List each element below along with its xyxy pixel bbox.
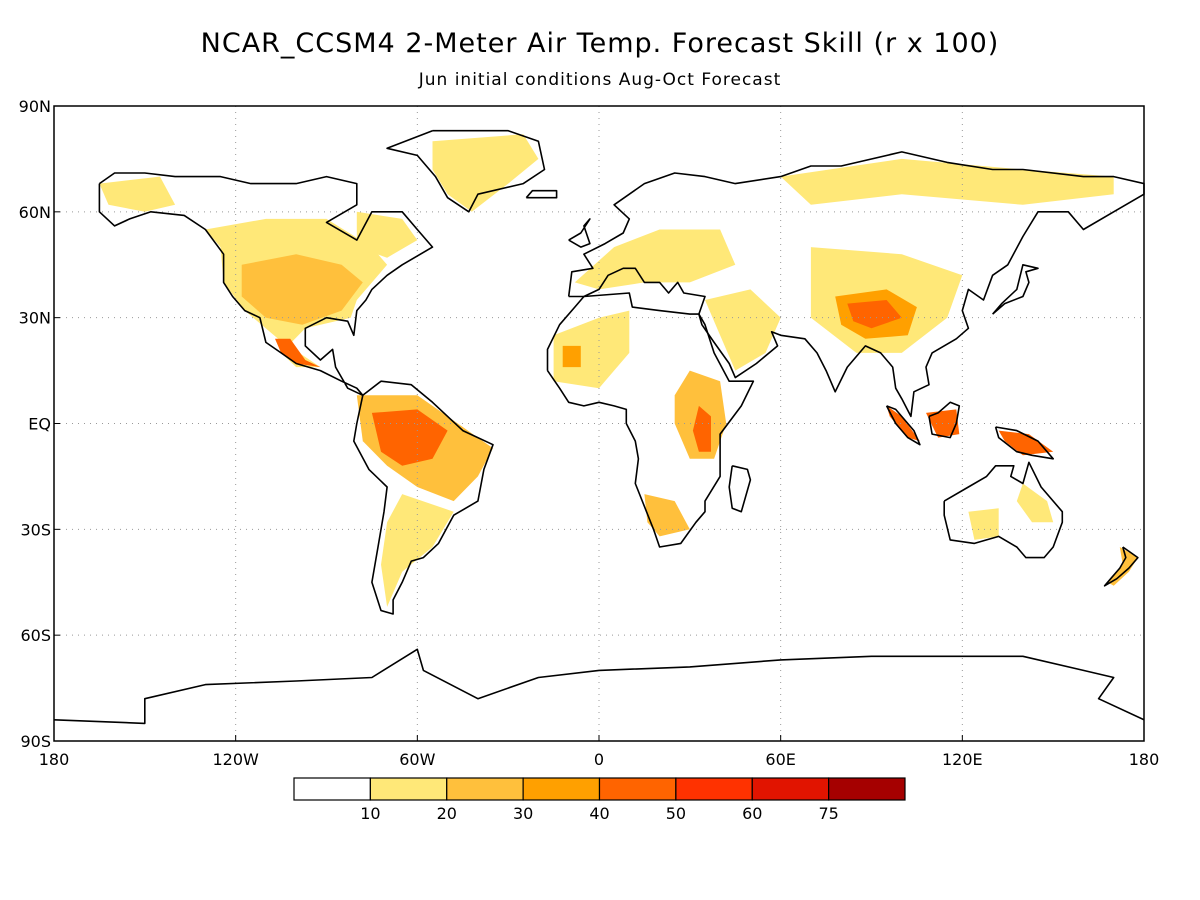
skill-region-mexico: [275, 338, 321, 368]
coastline: [928, 401, 961, 439]
lat-tick-label: 90N: [19, 97, 51, 116]
skill-region-sahel-hotspot: [562, 345, 581, 368]
skill-region-north-america-core: [241, 254, 363, 325]
coastline: [1103, 546, 1139, 587]
coastline: [943, 461, 1064, 559]
lon-tick-label: 180: [1129, 750, 1160, 769]
coastline: [885, 405, 921, 446]
skill-region-east-africa-core: [692, 405, 711, 452]
skill-region-south-africa: [644, 494, 690, 537]
lat-tick-label: 60S: [20, 626, 51, 645]
colorbar-label: 20: [437, 804, 457, 823]
coastline: [525, 189, 558, 199]
skill-region-europe: [574, 229, 736, 290]
colorbar-swatch: [369, 777, 448, 801]
lat-tick-label: 30N: [19, 309, 51, 328]
skill-region-greenland: [432, 134, 539, 212]
colorbar-swatch: [293, 777, 371, 801]
colorbar-label: 10: [360, 804, 380, 823]
colorbar-swatch: [446, 777, 524, 801]
colorbar-swatch: [598, 777, 677, 801]
lat-tick-label: 90S: [20, 732, 51, 751]
coastline: [567, 151, 1145, 418]
skill-region-sahara-west: [553, 310, 630, 389]
lon-tick-label: 60E: [765, 750, 795, 769]
skill-region-tibet-core: [847, 300, 902, 329]
skill-region-alaska: [99, 176, 176, 212]
skill-region-new-zealand: [1107, 547, 1138, 586]
lon-tick-label: 180: [39, 750, 70, 769]
chart-title: NCAR_CCSM4 2-Meter Air Temp. Forecast Sk…: [200, 28, 1000, 59]
coastline: [994, 426, 1054, 460]
coastline: [568, 218, 591, 248]
colorbar-label: 50: [666, 804, 686, 823]
lon-tick-label: 60W: [399, 750, 435, 769]
colorbar-label: 30: [513, 804, 533, 823]
colorbar: 10 20 30 40 50 60 75: [293, 777, 906, 823]
lat-tick-label: EQ: [28, 415, 51, 434]
skill-region-new-guinea: [998, 430, 1054, 456]
chart-subtitle: Jun initial conditions Aug-Oct Forecast: [418, 70, 782, 90]
coastline: [728, 465, 752, 513]
skill-region-sumatra: [886, 405, 920, 442]
lon-tick-label: 0: [594, 750, 604, 769]
lon-tick-label: 120E: [942, 750, 983, 769]
coastline: [53, 648, 1145, 725]
coastline: [546, 292, 755, 548]
skill-region-canada-east: [356, 211, 418, 258]
skill-region-australia-west: [968, 508, 999, 540]
colorbar-swatch: [522, 777, 601, 801]
lat-tick-label: 60N: [19, 203, 51, 222]
colorbar-label: 75: [818, 804, 838, 823]
lon-tick-label: 120W: [212, 750, 259, 769]
map-frame: [53, 105, 1145, 742]
coastline-layer: [53, 129, 1145, 725]
graticule: [54, 106, 1144, 741]
lat-tick-label: 30S: [20, 520, 51, 539]
coastline: [386, 129, 546, 213]
skill-region-australia-east: [1016, 483, 1054, 523]
colorbar-label: 60: [742, 804, 762, 823]
coastline: [991, 263, 1039, 315]
colorbar-swatch: [751, 777, 830, 801]
axis-ticks: 180 120W 60W 0 60E 120E 180 90N 60N 30N EQ 30S 60S 90…: [19, 97, 1160, 769]
coastline: [98, 172, 434, 397]
skill-fill-layer: [99, 134, 1138, 607]
coastline: [352, 380, 494, 615]
colorbar-label: 40: [589, 804, 609, 823]
skill-region-middle-east: [705, 289, 781, 371]
colorbar-swatch: [675, 777, 753, 801]
colorbar-swatch: [828, 777, 906, 801]
